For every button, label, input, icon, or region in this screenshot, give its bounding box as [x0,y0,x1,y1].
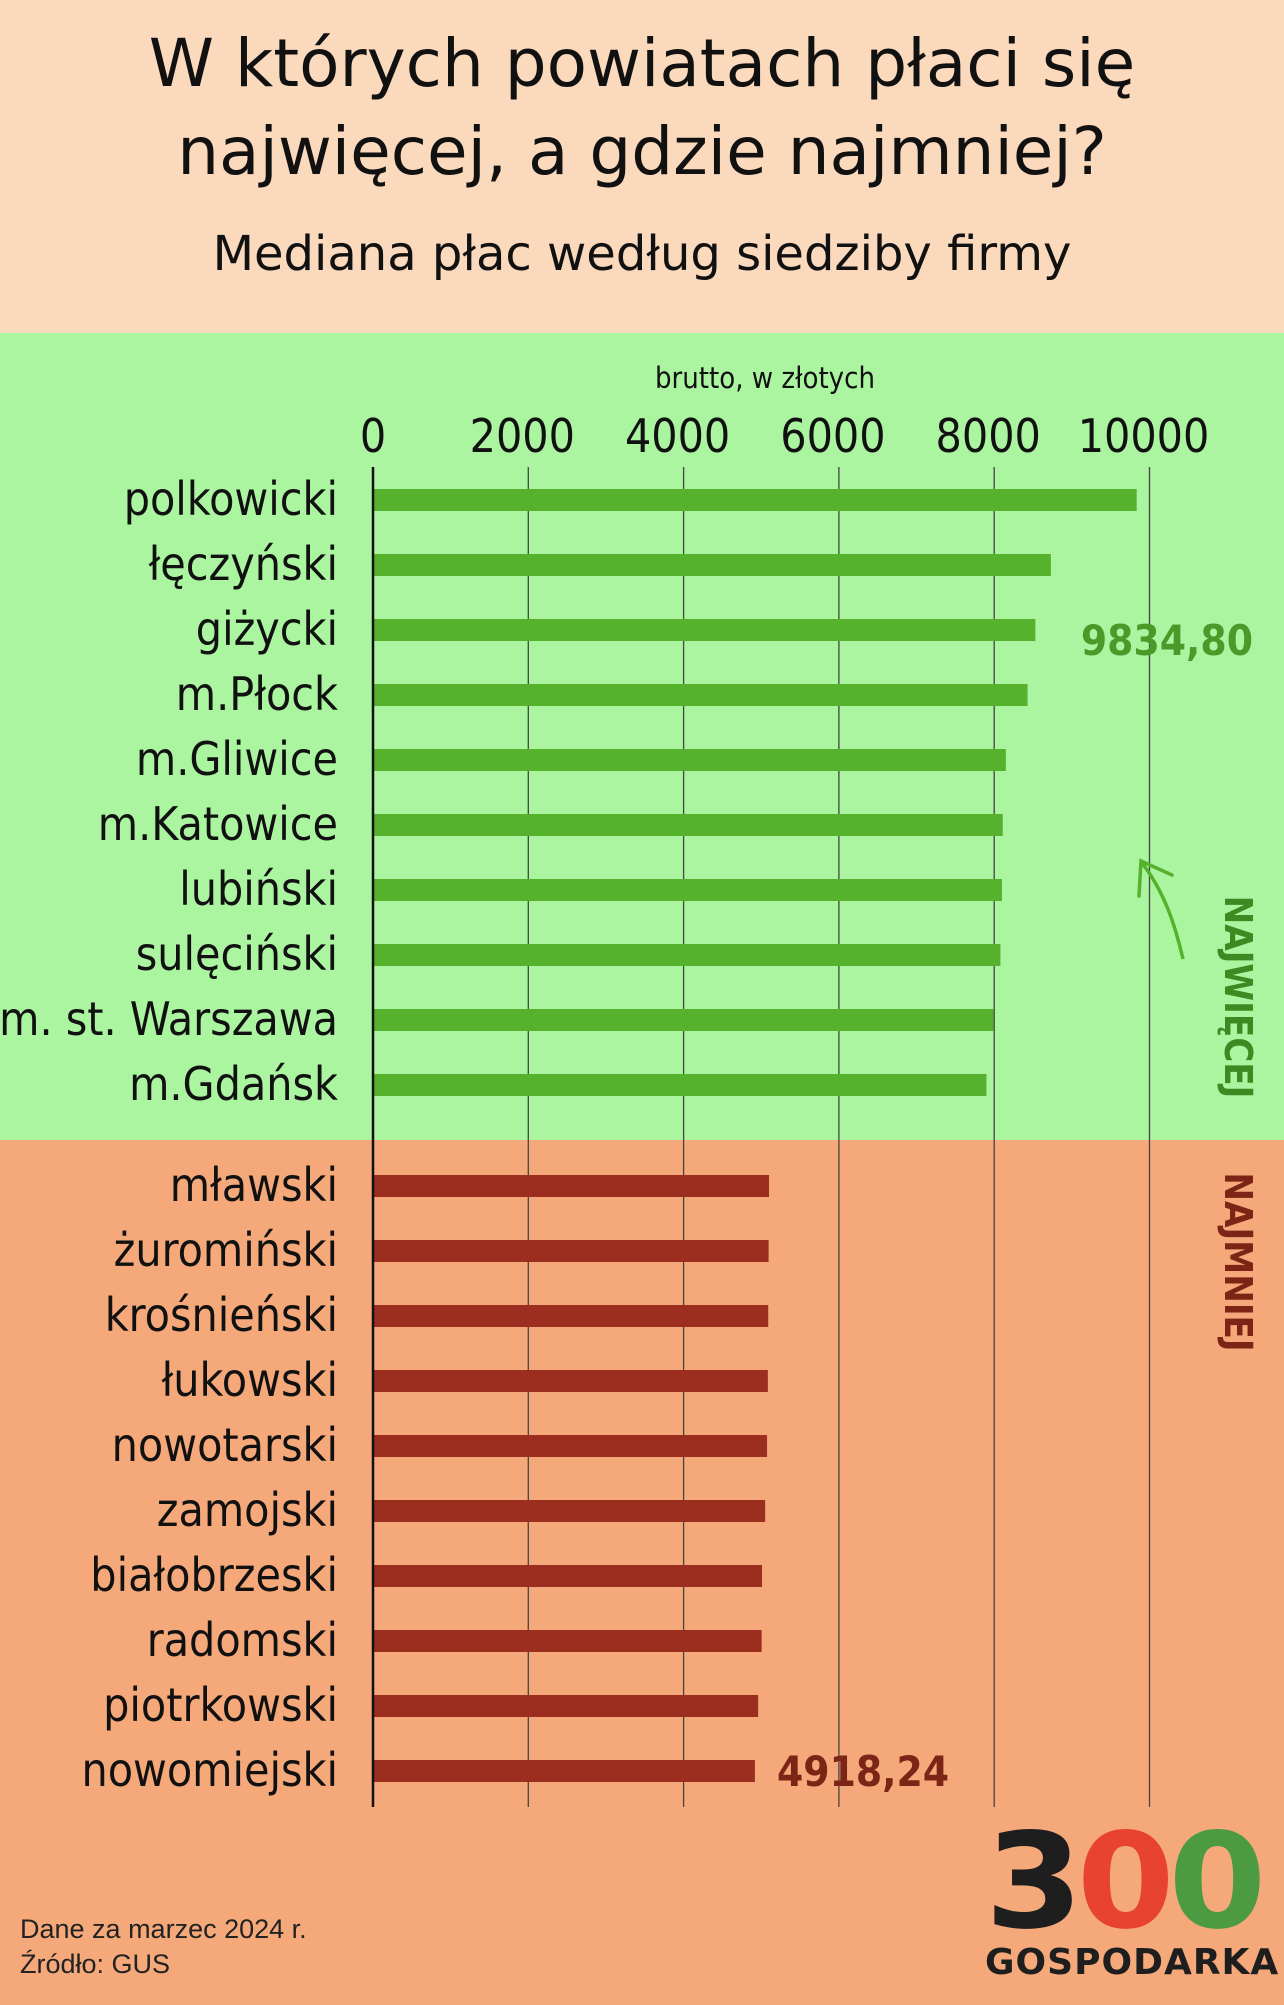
annotation-top-value: 9834,80 [1081,616,1253,665]
annotation-arrowhead [1137,858,1174,898]
chart-title: W których powiatach płaci się najwięcej,… [0,20,1284,196]
bar-top-2 [373,619,1036,641]
bar-top-3 [373,684,1028,706]
series-label-top: NAJWIĘCEJ [1216,896,1260,1099]
category-label: łukowski [162,1353,339,1407]
category-label: polkowicki [124,472,338,526]
category-label: m.Katowice [98,797,338,851]
category-label: m.Gdańsk [129,1057,338,1111]
bar-top-0 [373,489,1137,511]
category-label: żuromiński [114,1223,338,1277]
bar-top-1 [373,554,1051,576]
annotation-bottom-value: 4918,24 [777,1747,949,1796]
header: W których powiatach płaci się najwięcej,… [0,0,1284,333]
footnote: Dane za marzec 2024 r. Źródło: GUS [20,1912,307,1982]
logo-digit: 0 [1077,1822,1169,1937]
x-axis-label: brutto, w złotych [655,361,875,395]
bar-bottom-7 [373,1630,762,1652]
category-label: lubiński [179,862,338,916]
series-label-bottom: NAJMNIEJ [1216,1172,1260,1351]
category-label: białobrzeski [90,1548,338,1602]
x-tick-label: 10000 [1078,409,1210,463]
bar-bottom-1 [373,1240,769,1262]
top-band-background [0,333,1284,1140]
category-label: m. st. Warszawa [0,992,338,1046]
bar-top-6 [373,879,1002,901]
category-label: mławski [170,1158,338,1212]
x-tick-label: 0 [360,409,386,463]
bar-bottom-5 [373,1500,766,1522]
svg-text:300: 300 [985,1822,1260,1937]
source-note: Źródło: GUS [20,1949,171,1979]
logo-digit: 3 [985,1822,1077,1937]
title-line-1: W których powiatach płaci się [148,25,1136,102]
x-tick-label: 6000 [780,409,885,463]
category-label: sulęciński [136,927,338,981]
category-label: nowotarski [112,1418,338,1472]
bar-top-8 [373,1009,994,1031]
logo-text: GOSPODARKA [985,1942,1280,1983]
category-label: łęczyński [149,537,338,591]
x-tick-label: 2000 [470,409,575,463]
annotation-arrow [1140,861,1185,960]
title-line-2: najwięcej, a gdzie najmniej? [177,113,1107,190]
bar-bottom-2 [373,1305,769,1327]
category-label: nowomiejski [81,1743,338,1797]
category-label: giżycki [196,602,338,656]
bar-bottom-8 [373,1695,759,1717]
category-label: radomski [147,1613,338,1667]
bar-bottom-3 [373,1370,768,1392]
bar-chart: brutto, w złotych 0 2000 4000 6000 8000 10000 p… [0,361,1260,1807]
bar-top-7 [373,944,1001,966]
logo-digit: 0 [1168,1822,1260,1937]
category-label: m.Gliwice [136,732,338,786]
data-date-note: Dane za marzec 2024 r. [20,1914,307,1944]
bar-bottom-0 [373,1175,770,1197]
bar-top-5 [373,814,1003,836]
category-label: krośnieński [105,1288,338,1342]
category-label: zamojski [157,1483,338,1537]
category-label: m.Płock [176,667,338,721]
category-label: piotrkowski [103,1678,338,1732]
bar-top-9 [373,1074,987,1096]
chart-subtitle: Mediana płac według siedziby firmy [212,226,1072,282]
bar-top-4 [373,749,1006,771]
x-tick-label: 8000 [936,409,1041,463]
bar-bottom-9 [373,1760,755,1782]
bar-bottom-4 [373,1435,768,1457]
x-tick-label: 4000 [625,409,730,463]
logo-300: 300 [985,1822,1265,1937]
bar-bottom-6 [373,1565,763,1587]
